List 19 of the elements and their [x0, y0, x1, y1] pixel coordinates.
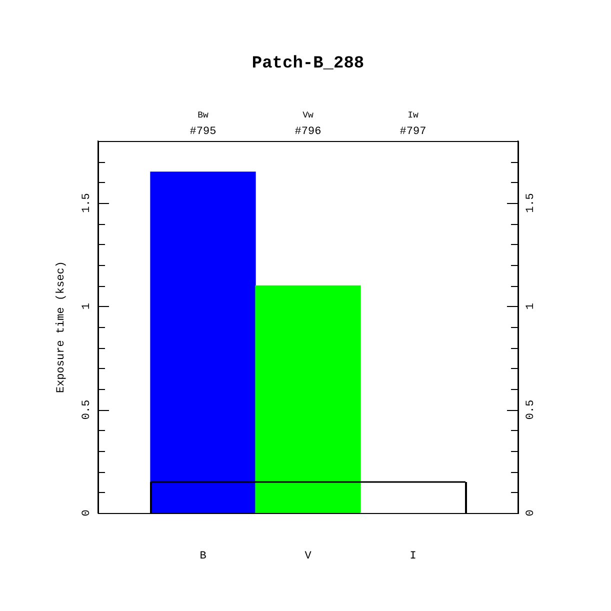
y2-tick-label: 0.5 — [524, 400, 537, 420]
y-tick-label: 1 — [80, 302, 93, 310]
y-axis-title: Exposure time (ksec) — [56, 260, 68, 394]
chart-title: Patch-B_288 — [252, 54, 364, 74]
x-tick-label: B — [200, 550, 207, 563]
text: Bw — [198, 110, 209, 120]
y-tick-label: 0.5 — [80, 400, 93, 420]
text: #796 — [294, 126, 322, 138]
x-tick-label: V — [304, 550, 312, 563]
text: #797 — [400, 126, 426, 138]
y2-tick-label: 1.5 — [524, 193, 537, 213]
y-tick-label: 0 — [80, 510, 93, 516]
y2-tick-label: 0 — [524, 510, 537, 516]
y-tick-label: 1.5 — [80, 193, 93, 213]
x-tick-label: I — [410, 550, 416, 563]
y2-tick-label: 1 — [524, 302, 537, 310]
text: #795 — [190, 126, 216, 138]
text: Iw — [408, 110, 419, 120]
text: Vw — [302, 110, 314, 120]
